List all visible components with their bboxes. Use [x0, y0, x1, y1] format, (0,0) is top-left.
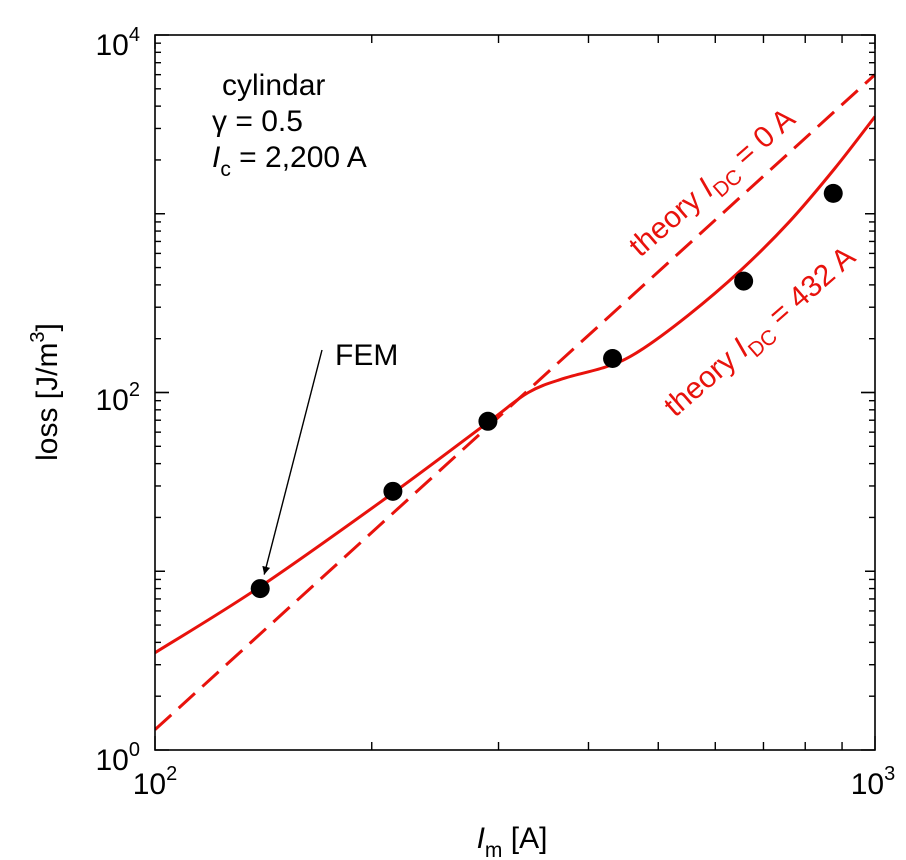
series-label-idc-0: theory IDC = 0 A	[623, 102, 806, 268]
theory-curve-idc-432	[155, 115, 875, 655]
y-axis-label: loss [J/m3]	[27, 323, 64, 461]
y-tick-label-10000: 104	[96, 24, 141, 62]
annotation-critical-current: Ic = 2,200 A	[212, 141, 367, 181]
annotation-geometry: cylindar	[222, 69, 325, 102]
fem-data-point	[823, 183, 843, 203]
y-tick-label-1: 100	[96, 739, 141, 777]
x-tick-label-1000: 103	[851, 763, 896, 801]
fem-data-point	[250, 579, 270, 599]
x-axis-label: Im [A]	[477, 822, 548, 860]
fem-arrow	[262, 349, 323, 575]
fem-marker-layer	[250, 183, 843, 599]
annotation-gamma: γ = 0.5	[212, 105, 303, 138]
fem-data-point	[383, 481, 403, 501]
series-label-idc-432: theory IDC = 432 A	[658, 240, 866, 428]
x-tick-label-100: 102	[133, 763, 178, 801]
fem-label: FEM	[335, 339, 398, 372]
tick-layer	[154, 34, 876, 751]
y-tick-label-100: 102	[96, 379, 141, 417]
curve-layer	[155, 73, 875, 731]
fem-data-point	[734, 271, 754, 291]
fem-data-point	[478, 411, 498, 431]
fem-data-point	[603, 348, 623, 368]
